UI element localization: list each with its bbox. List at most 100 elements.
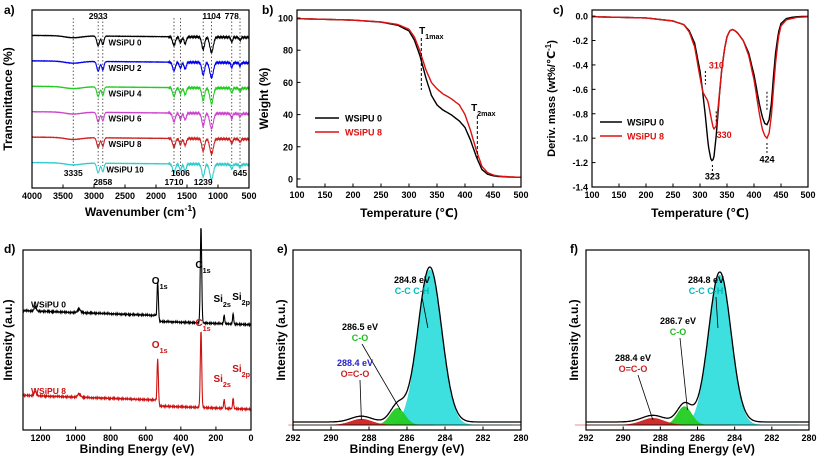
panel-b-xtick-label: 400 [457,190,472,200]
panel-f-xtick-label: 290 [616,433,631,443]
c1s-label-ev: 288.4 eV [337,358,373,368]
xps-label-o1s: O1s [152,340,168,355]
panel-a-xtick-label: 1500 [177,191,197,201]
panel-c-ytick-label: -0.2 [572,36,588,46]
panel-c-ytick-label: -0.4 [572,60,588,70]
ftir-legend-label: WSiPU 10 [106,166,144,175]
xps-label-si2p-part: Si [232,364,242,375]
panel-e-ylabel: Intensity (a.u.) [274,299,288,380]
panel-d-xtick-label: 1000 [66,433,86,443]
c1s-leader [421,296,429,329]
xps-label-si2p: Si2p [232,364,250,379]
tga-t2-label-part: T [471,103,477,114]
panel-e-label: e) [277,242,288,256]
panel-e-xtick-label: 284 [437,433,452,443]
panel-b-axes-frame [296,9,522,188]
tga-series-0 [297,18,521,178]
panel-c-xtick-label: 250 [665,190,680,200]
panel-a-xtick-label: 4000 [22,191,42,201]
panel-d-axes-frame [22,249,252,431]
panel-c-ytick-label: -0.6 [572,85,588,95]
panel-d-xtick-label: 1200 [31,433,51,443]
panel-a-ylabel: Transmittance (%) [1,47,15,150]
tga-t2-label: T2max [471,103,496,118]
c1s-label-name: O=C-O [341,369,370,379]
c1s-component-0 [641,274,798,426]
panel-e: 284.8 eVC-C C-H 286.5 eVC-O 288.4 eVO=C-O B… [274,242,521,456]
panel-c-ytick-label: -0.8 [572,109,588,119]
panel-a: WSiPU 0 WSiPU 2 WSiPU 4 WSiPU 6 WSiPU 8 WSiPU… [1,3,250,219]
panel-a-xtick-label: 2000 [146,191,166,201]
xps-label-si2p-part: Si [232,292,242,303]
panel-c-xtick-label: 200 [638,190,653,200]
panel-b-xtick-label: 300 [401,190,416,200]
panel-a-xtick-label: 500 [241,191,256,201]
tga-t1-label: T1max [419,26,444,41]
c1s-component-0 [347,269,513,426]
panel-c: 310 330 323 424 WSiPU 0 WSiPU 8 Temperature (℃… [544,3,809,220]
xps-label-c1s-part: C [195,260,202,271]
panel-a-xtick-label: 3500 [53,191,73,201]
tga-t1-label-part: T [419,26,425,37]
xps-label-si2s-part: Si [213,374,223,385]
c1s-leader [361,343,401,411]
ftir-series-3 [31,110,250,130]
c1s-label-ev: 286.7 eV [660,316,696,326]
dtg-annot-310: 310 [709,61,724,71]
c1s-label-name: O=C-O [619,364,648,374]
xps-survey-legend-label: WSiPU 0 [31,300,66,310]
panel-b-ytick-label: 20 [283,142,293,152]
panel-f-xtick-label: 282 [764,433,779,443]
dtg-series-1 [592,16,809,140]
panel-e-xtick-label: 290 [323,433,338,443]
panel-b-ytick-label: 100 [278,14,293,24]
panel-a-xlabel-part: Wavenumber (cm [85,205,185,219]
panel-f-xtick-label: 284 [727,433,742,443]
c1s-label-name: C-O [670,327,687,337]
panel-c-ylabel: Deriv. mass (wt%/℃-1) [544,40,559,157]
panel-c-ytick-label: 0.0 [575,12,588,22]
c1s-label-ev: 284.8 eV [394,275,430,285]
panel-b-xtick-label: 100 [289,190,304,200]
dtg-annot-330: 330 [717,130,732,140]
panel-b-ytick-label: 80 [283,46,293,56]
xps-label-si2s-part: Si [213,294,223,305]
c1s-leader [359,379,362,421]
panel-a-xtick-label: 2500 [115,191,135,201]
xps-label-o1s-part: O [152,340,160,351]
panel-c-ylabel-part: ) [546,40,558,44]
panel-c-ylabel-part: Deriv. mass (wt%/℃ [546,51,558,157]
panel-a-xtick-label: 1000 [208,191,228,201]
ftir-series-0 [31,34,250,54]
xps-label-c1s: C1s [195,318,210,333]
ftir-legend-label: WSiPU 4 [109,89,142,98]
tga-t2-label-part: 2max [477,109,495,118]
panel-d-label: d) [4,242,15,256]
panel-c-xtick-label: 500 [800,190,815,200]
c1s-leader [637,374,654,421]
panel-e-xtick-label: 292 [285,433,300,443]
xps-label-si2s: Si2s [213,294,230,309]
xps-label-si2s-part: 2s [223,300,231,309]
panel-f: 284.8 eVC-C C-H 286.7 eVC-O 288.4 eVO=C-O B… [567,242,809,456]
tga-series-1 [297,18,521,178]
panel-b-xtick-label: 450 [485,190,500,200]
ftir-peak-label: 3335 [64,168,83,178]
xps-label-si2p-part: 2p [242,298,251,307]
panel-a-label: a) [4,3,15,17]
dtg-annot-323: 323 [705,172,720,182]
c1s-label-name: C-O [352,333,369,343]
tga-legend-label: WSiPU 8 [345,128,382,138]
panel-f-label: f) [570,242,578,256]
panel-d-xtick-label: 600 [138,433,153,443]
panel-d-xlabel: Binding Energy (eV) [80,442,195,456]
panel-b-xtick-label: 200 [345,190,360,200]
panel-c-axes-frame [591,9,809,188]
c1s-label-name: C-C C-H [395,286,430,296]
xps-survey-series-0 [22,228,252,328]
panel-c-xtick-label: 300 [692,190,707,200]
panel-c-xtick-label: 450 [773,190,788,200]
c1s-label-name: C-C C-H [689,286,724,296]
panel-d-ylabel: Intensity (a.u.) [1,299,15,380]
